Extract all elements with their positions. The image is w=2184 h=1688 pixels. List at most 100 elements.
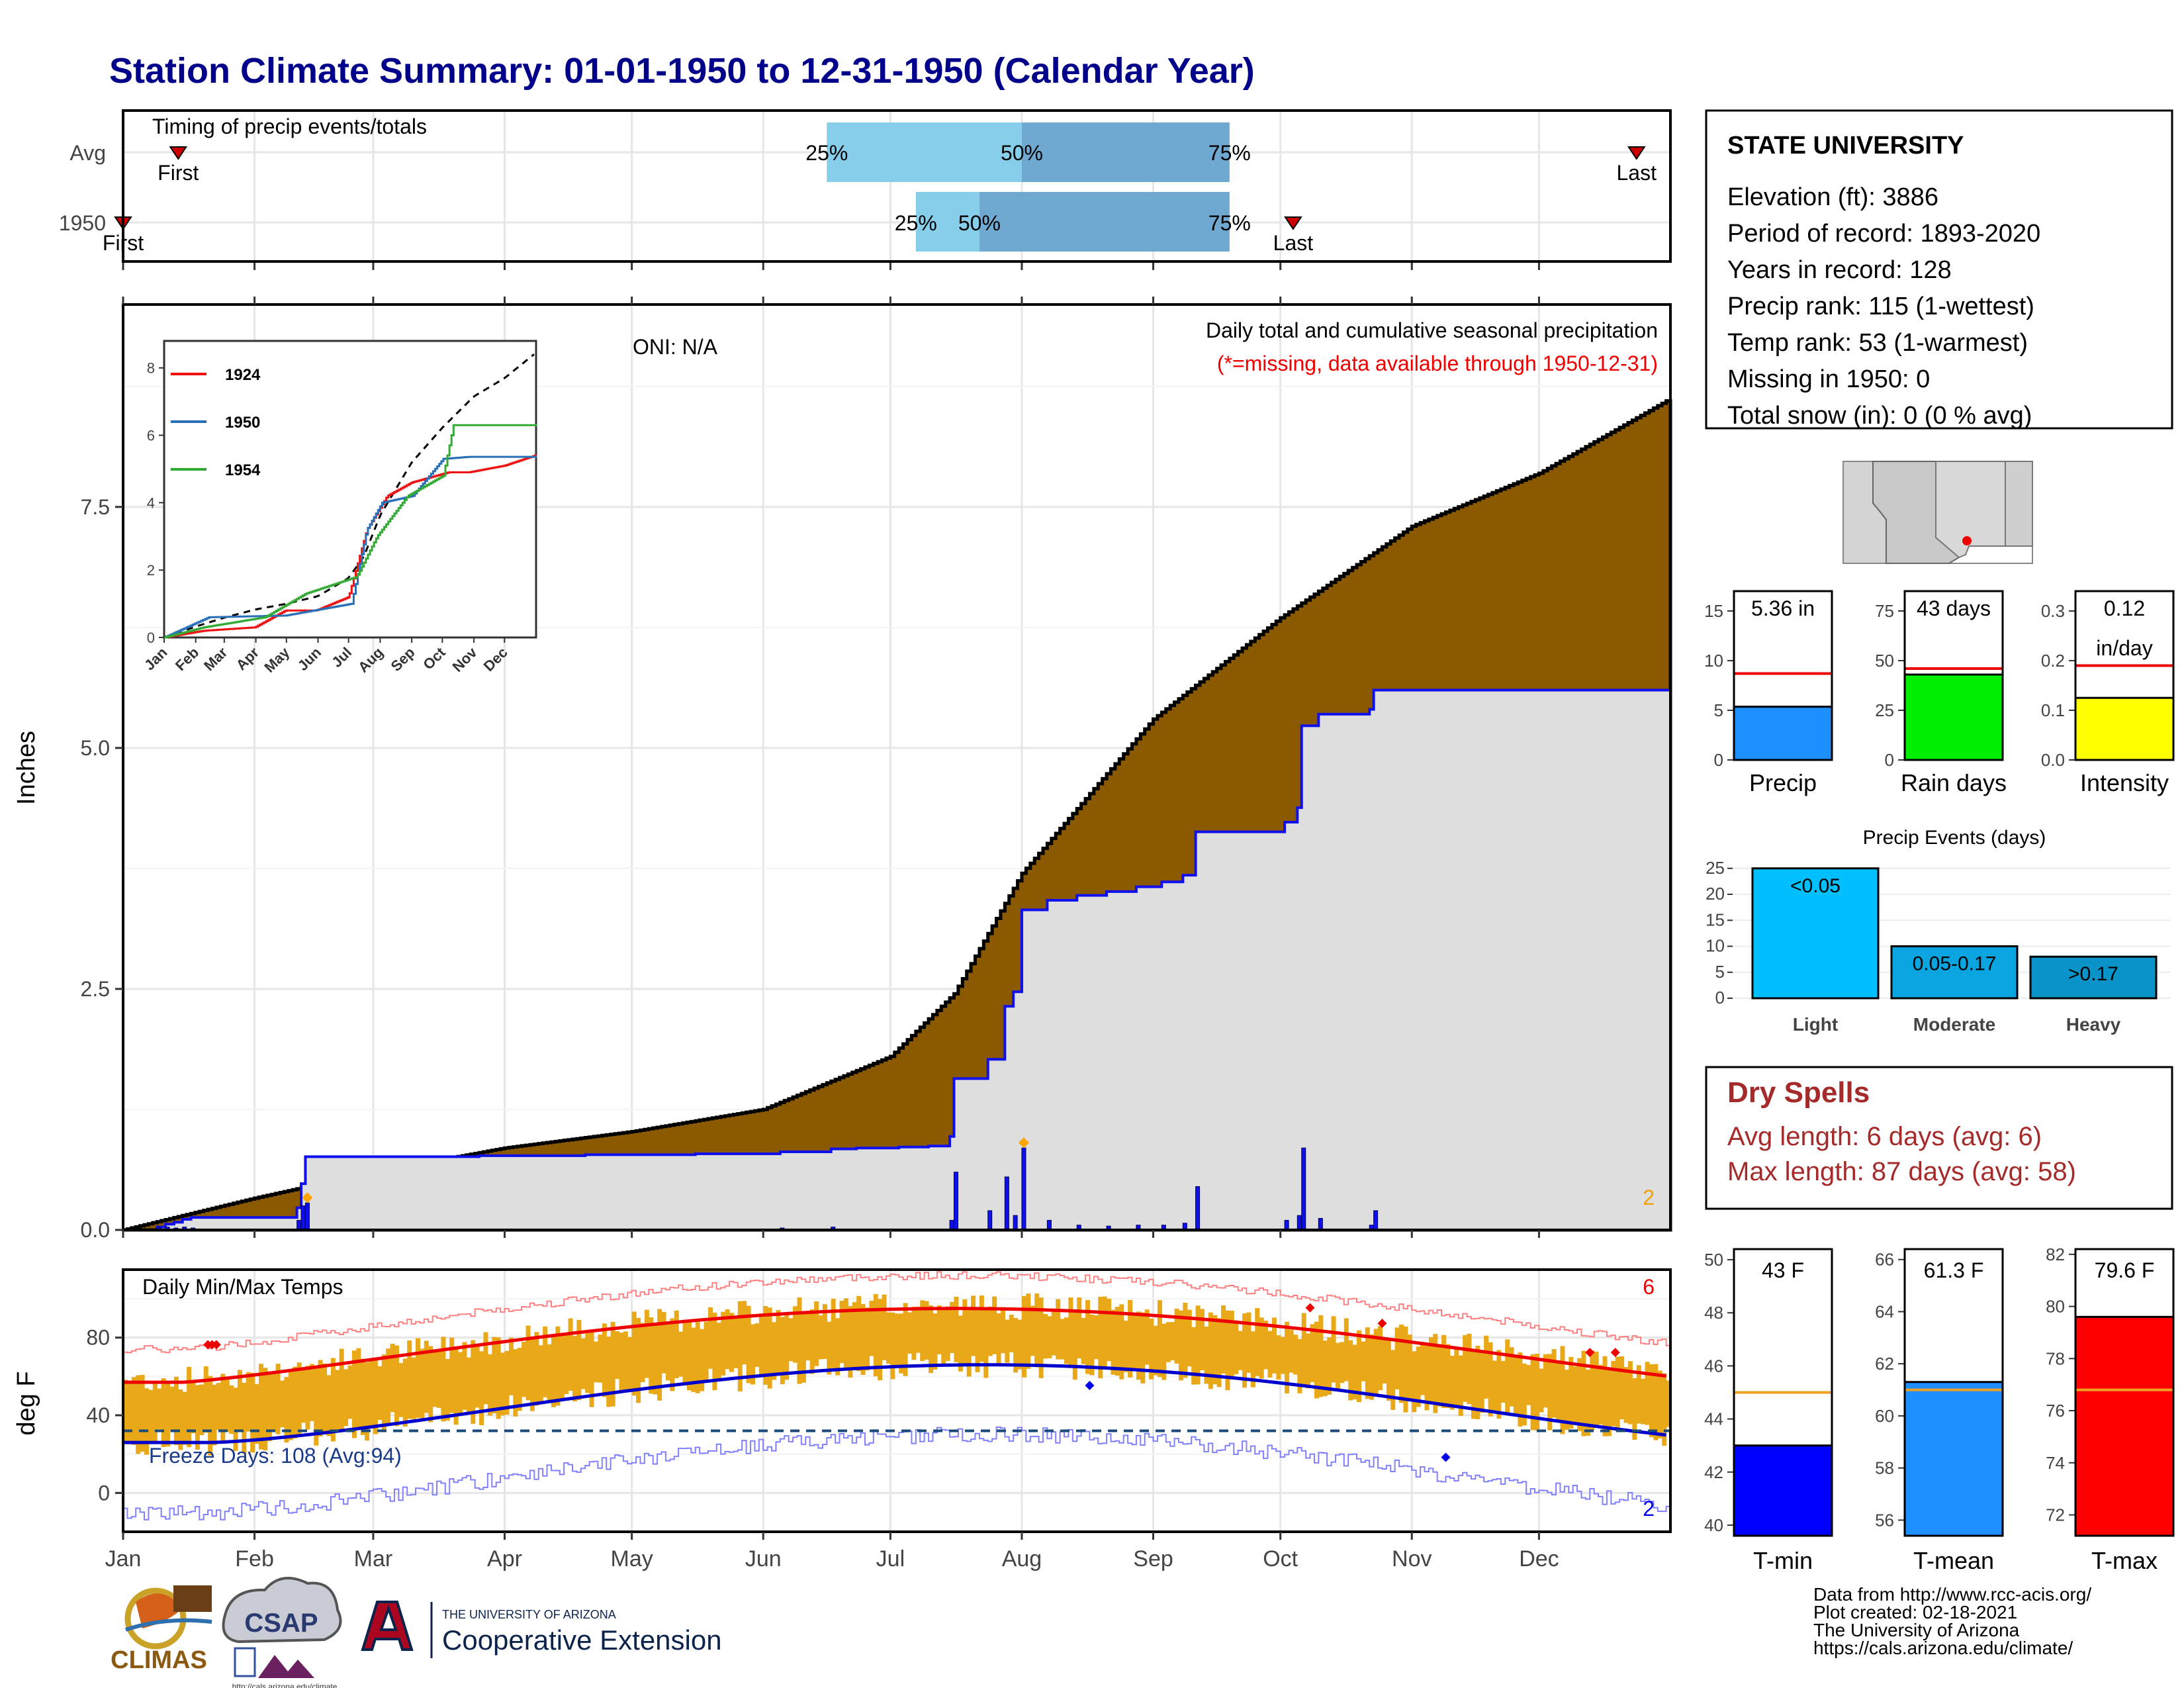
daily-temp-bar xyxy=(716,1323,721,1381)
daily-temp-bar xyxy=(886,1312,891,1364)
record-high-marker xyxy=(211,1340,221,1350)
month-label: May xyxy=(611,1546,653,1571)
timing-pct-label: 50% xyxy=(1001,141,1043,165)
freeze-days: Freeze Days: 108 (Avg:94) xyxy=(149,1444,402,1468)
temp-bar-value-label: 61.3 F xyxy=(1924,1258,1984,1282)
daily-temp-bar xyxy=(1594,1351,1599,1427)
daily-temp-bar xyxy=(941,1308,946,1364)
daily-temp-bar xyxy=(1505,1339,1510,1415)
precip-event-bar-label: 0.05-0.17 xyxy=(1913,953,1997,975)
daily-temp-bar xyxy=(950,1301,955,1354)
mini-bar-label: Intensity xyxy=(2080,769,2169,796)
daily-temp-bar xyxy=(1098,1297,1103,1379)
inset-ytick: 4 xyxy=(147,494,155,511)
daily-precip-bar xyxy=(296,1219,302,1231)
daily-temp-bar xyxy=(615,1331,620,1380)
daily-temp-bar xyxy=(492,1336,497,1414)
daily-temp-bar xyxy=(1627,1361,1633,1425)
daily-temp-bar xyxy=(1496,1350,1502,1419)
summary-bar-charts: 0 5 10 15 5.36 in Precip 0 25 50 75 43 days Rain da… xyxy=(1704,590,2175,796)
daily-temp-bar xyxy=(411,1357,416,1419)
daily-temp-bar xyxy=(958,1315,963,1372)
station-info-box: STATE UNIVERSITY Elevation (ft): 3886 Pe… xyxy=(1705,109,2173,430)
timing-pct-label: 75% xyxy=(1208,211,1251,235)
daily-temp-bar xyxy=(351,1350,357,1438)
daily-temp-bar xyxy=(746,1305,751,1383)
month-label: Dec xyxy=(1519,1546,1559,1571)
daily-temp-bar xyxy=(1509,1347,1514,1407)
daily-temp-bar xyxy=(737,1301,743,1391)
daily-temp-bar xyxy=(1229,1311,1234,1377)
daily-precip-bar xyxy=(1004,1176,1009,1231)
daily-temp-bar xyxy=(1645,1362,1650,1425)
daily-temp-bar xyxy=(246,1372,251,1432)
station-location-dot xyxy=(1962,536,1972,545)
daily-temp-bar xyxy=(678,1331,684,1377)
precip-ytick: 7.5 xyxy=(81,495,110,519)
temp-bar-ytick: 78 xyxy=(2046,1348,2065,1368)
daily-temp-bar xyxy=(1352,1344,1357,1400)
daily-temp-bar xyxy=(1081,1317,1086,1364)
daily-temp-bar xyxy=(1378,1326,1383,1391)
daily-temp-bar xyxy=(864,1307,870,1371)
daily-temp-bar xyxy=(1556,1361,1561,1423)
daily-temp-bar xyxy=(1560,1346,1565,1434)
daily-temp-bar xyxy=(347,1365,353,1419)
daily-temp-bar xyxy=(1289,1329,1294,1373)
daily-temp-bar xyxy=(665,1325,670,1381)
daily-temp-bar xyxy=(424,1340,429,1413)
record-high-marker xyxy=(1377,1319,1387,1329)
csap-logo: CSAP http://cals.arizona.edu/climate xyxy=(222,1577,342,1688)
daily-temp-bar xyxy=(237,1370,242,1432)
daily-temp-bar xyxy=(1361,1341,1366,1382)
daily-temp-bar xyxy=(784,1313,790,1380)
record-low-marker xyxy=(1441,1452,1451,1462)
daily-temp-bar xyxy=(1132,1313,1137,1369)
timing-title: Timing of precip events/totals xyxy=(152,115,427,138)
daily-temp-bar xyxy=(1191,1327,1197,1385)
daily-temp-bar xyxy=(631,1311,637,1396)
daily-temp-bar xyxy=(1293,1335,1298,1375)
daily-temp-bar xyxy=(1488,1342,1493,1417)
temp-ytick: 0 xyxy=(98,1481,110,1505)
daily-temp-bar xyxy=(818,1315,823,1360)
daily-temp-bar xyxy=(1187,1309,1192,1367)
daily-temp-bar xyxy=(572,1336,577,1402)
timing-marker-icon xyxy=(1627,146,1646,160)
record-high-line xyxy=(123,1271,1670,1354)
timing-marker-label: Last xyxy=(1273,231,1314,255)
temp-bar-ytick: 80 xyxy=(2046,1297,2065,1317)
daily-temp-bar xyxy=(1060,1319,1065,1360)
daily-temp-bar xyxy=(437,1349,442,1408)
mini-bar-value-unit: in/day xyxy=(2096,636,2152,660)
daily-temp-bar xyxy=(1285,1321,1290,1393)
daily-temp-bar xyxy=(390,1343,395,1413)
max-event-marker xyxy=(302,1192,313,1203)
daily-temp-bar xyxy=(1662,1373,1667,1446)
daily-precip-bar xyxy=(1284,1219,1289,1231)
inset-ytick: 6 xyxy=(147,428,155,444)
daily-temp-bar xyxy=(619,1333,624,1391)
temp-bar-ytick: 40 xyxy=(1704,1515,1723,1535)
year-timing-25-50-bar xyxy=(915,192,979,252)
daily-temp-bar xyxy=(1199,1309,1205,1371)
daily-temp-bar xyxy=(1390,1350,1396,1410)
daily-temp-bar xyxy=(309,1364,314,1421)
daily-temp-bar xyxy=(700,1329,705,1391)
temp-bar-label: T-min xyxy=(1753,1547,1813,1574)
daily-temp-bar xyxy=(1399,1325,1404,1403)
daily-temp-bar xyxy=(754,1323,760,1367)
daily-temp-bar xyxy=(1356,1330,1361,1403)
temp-bar-ytick: 44 xyxy=(1704,1409,1723,1429)
daily-temp-bar xyxy=(1267,1331,1273,1378)
daily-temp-bar xyxy=(945,1306,950,1361)
daily-temp-bar xyxy=(1111,1309,1116,1375)
avg-timing-25-50-bar xyxy=(827,122,1022,182)
station-line: Precip rank: 115 (1-wettest) xyxy=(1727,293,2034,320)
daily-precip-bar xyxy=(953,1172,958,1231)
ua-logo: THE UNIVERSITY OF ARIZONA Cooperative Ex… xyxy=(361,1601,722,1658)
precip-corner-count: 2 xyxy=(1643,1186,1655,1209)
temp-bar-label: T-max xyxy=(2091,1547,2158,1574)
daily-temp-bar xyxy=(284,1377,289,1443)
mini-bar-ytick: 5 xyxy=(1714,700,1723,720)
